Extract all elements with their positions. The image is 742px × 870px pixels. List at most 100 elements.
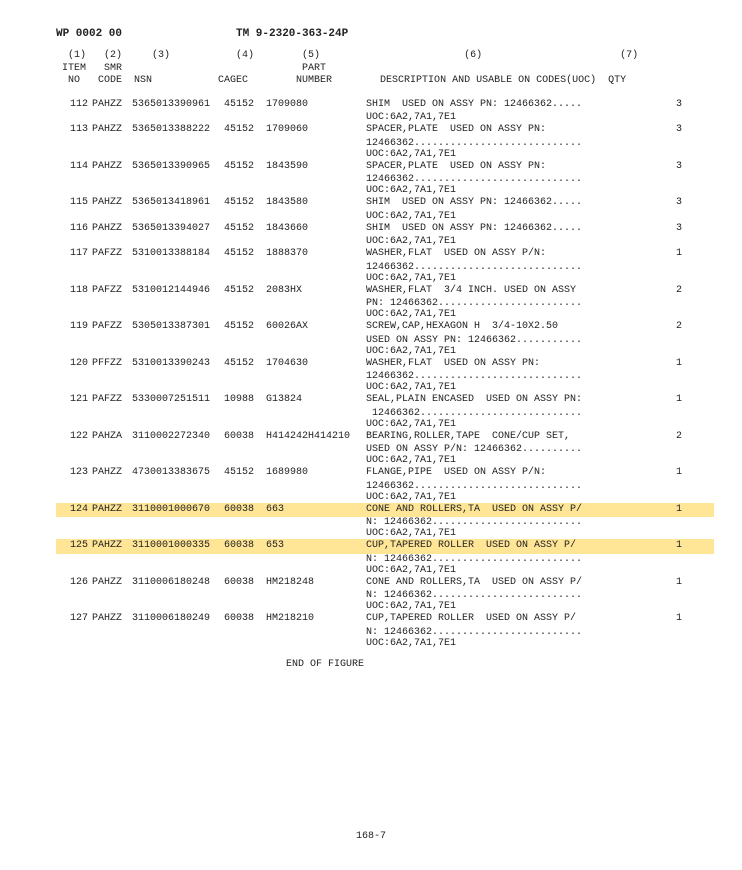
part-number: HM218248	[266, 577, 366, 590]
item-no: 119	[56, 321, 92, 334]
description-cont: UOC:6A2,7A1,7E1	[366, 273, 658, 284]
smr-code: PAFZZ	[92, 248, 132, 261]
end-of-figure: END OF FIGURE	[56, 659, 714, 670]
part-number: 1709060	[266, 124, 366, 137]
table-row: 113PAHZZ5365013388222451521709060SPACER,…	[56, 123, 714, 138]
table-row: 124PAHZZ311000100067060038663CONE AND RO…	[56, 503, 714, 518]
item-no: 121	[56, 394, 92, 407]
smr-code: PAHZZ	[92, 197, 132, 210]
item-no: 123	[56, 467, 92, 480]
qty: 3	[658, 99, 682, 112]
item-no: 120	[56, 358, 92, 371]
cagec: 45152	[224, 321, 266, 334]
cagec: 60038	[224, 431, 266, 444]
description: WASHER,FLAT USED ON ASSY P/N:	[366, 248, 658, 261]
table-row: 114PAHZZ5365013390965451521843590SPACER,…	[56, 160, 714, 175]
nsn: 3110006180249	[132, 613, 224, 626]
qty: 2	[658, 431, 682, 444]
part-number: 1888370	[266, 248, 366, 261]
table-row-continuation: UOC:6A2,7A1,7E1	[56, 185, 714, 196]
qty: 1	[658, 540, 682, 553]
description: SHIM USED ON ASSY PN: 12466362.....	[366, 223, 658, 236]
description: CONE AND ROLLERS,TA USED ON ASSY P/	[366, 577, 658, 590]
table-row-continuation: UOC:6A2,7A1,7E1	[56, 492, 714, 503]
nsn: 5365013390965	[132, 161, 224, 174]
description-cont: N: 12466362.........................	[366, 517, 658, 528]
description: SEAL,PLAIN ENCASED USED ON ASSY PN:	[366, 394, 658, 407]
nsn: 5365013418961	[132, 197, 224, 210]
smr-code: PAHZZ	[92, 540, 132, 553]
description-cont: UOC:6A2,7A1,7E1	[366, 528, 658, 539]
table-row-continuation: 12466362............................	[56, 481, 714, 492]
description-cont: USED ON ASSY P/N: 12466362..........	[366, 444, 658, 455]
item-no: 112	[56, 99, 92, 112]
qty: 3	[658, 223, 682, 236]
cagec: 60038	[224, 613, 266, 626]
table-row-continuation: 12466362............................	[56, 138, 714, 149]
table-row-continuation: UOC:6A2,7A1,7E1	[56, 565, 714, 576]
nsn: 5310013390243	[132, 358, 224, 371]
qty: 1	[658, 577, 682, 590]
table-row-continuation: N: 12466362.........................	[56, 554, 714, 565]
description-cont: 12466362............................	[366, 481, 658, 492]
description: BEARING,ROLLER,TAPE CONE/CUP SET,	[366, 431, 658, 444]
table-row: 119PAFZZ53050133873014515260026AXSCREW,C…	[56, 320, 714, 335]
nsn: 5305013387301	[132, 321, 224, 334]
part-number: 1704630	[266, 358, 366, 371]
description: WASHER,FLAT USED ON ASSY PN:	[366, 358, 658, 371]
item-no: 114	[56, 161, 92, 174]
nsn: 5310012144946	[132, 285, 224, 298]
tm-code: TM 9-2320-363-24P	[236, 28, 348, 40]
part-number: 663	[266, 504, 366, 517]
qty: 2	[658, 285, 682, 298]
description-cont: UOC:6A2,7A1,7E1	[366, 112, 658, 123]
description: SPACER,PLATE USED ON ASSY PN:	[366, 124, 658, 137]
table-row-continuation: UOC:6A2,7A1,7E1	[56, 382, 714, 393]
nsn: 3110001000335	[132, 540, 224, 553]
description: SPACER,PLATE USED ON ASSY PN:	[366, 161, 658, 174]
nsn: 3110006180248	[132, 577, 224, 590]
description-cont: UOC:6A2,7A1,7E1	[366, 638, 658, 649]
smr-code: PAHZZ	[92, 467, 132, 480]
qty: 1	[658, 467, 682, 480]
cagec: 10988	[224, 394, 266, 407]
table-row-continuation: UOC:6A2,7A1,7E1	[56, 528, 714, 539]
table-row: 121PAFZZ533000725151110988G13824SEAL,PLA…	[56, 393, 714, 408]
qty: 1	[658, 248, 682, 261]
description-cont: UOC:6A2,7A1,7E1	[366, 309, 658, 320]
description-cont: N: 12466362.........................	[366, 627, 658, 638]
table-row-continuation: N: 12466362.........................	[56, 517, 714, 528]
description-cont: UOC:6A2,7A1,7E1	[366, 149, 658, 160]
part-number: H414242H414210	[266, 431, 366, 444]
part-number: 60026AX	[266, 321, 366, 334]
description: CUP,TAPERED ROLLER USED ON ASSY P/	[366, 540, 658, 553]
table-row-continuation: UOC:6A2,7A1,7E1	[56, 211, 714, 222]
description-cont: UOC:6A2,7A1,7E1	[366, 382, 658, 393]
nsn: 5310013388184	[132, 248, 224, 261]
table-row: 118PAFZZ5310012144946451522083HXWASHER,F…	[56, 284, 714, 299]
description-cont: 12466362............................	[366, 174, 658, 185]
qty: 1	[658, 358, 682, 371]
description-cont: USED ON ASSY PN: 12466362...........	[366, 335, 658, 346]
description-cont: UOC:6A2,7A1,7E1	[366, 211, 658, 222]
item-no: 127	[56, 613, 92, 626]
item-no: 115	[56, 197, 92, 210]
smr-code: PAFZZ	[92, 285, 132, 298]
cagec: 45152	[224, 161, 266, 174]
table-row-continuation: PN: 12466362........................	[56, 298, 714, 309]
description-cont: PN: 12466362........................	[366, 298, 658, 309]
part-number: 1709080	[266, 99, 366, 112]
qty: 3	[658, 197, 682, 210]
cagec: 60038	[224, 540, 266, 553]
table-row-continuation: UOC:6A2,7A1,7E1	[56, 601, 714, 612]
qty: 3	[658, 161, 682, 174]
description: WASHER,FLAT 3/4 INCH. USED ON ASSY	[366, 285, 658, 298]
item-no: 117	[56, 248, 92, 261]
cagec: 45152	[224, 358, 266, 371]
item-no: 116	[56, 223, 92, 236]
wp-code: WP 0002 00	[56, 28, 236, 40]
description-cont: UOC:6A2,7A1,7E1	[366, 565, 658, 576]
description: CONE AND ROLLERS,TA USED ON ASSY P/	[366, 504, 658, 517]
qty: 1	[658, 504, 682, 517]
table-row: 122PAHZA311000227234060038H414242H414210…	[56, 430, 714, 445]
